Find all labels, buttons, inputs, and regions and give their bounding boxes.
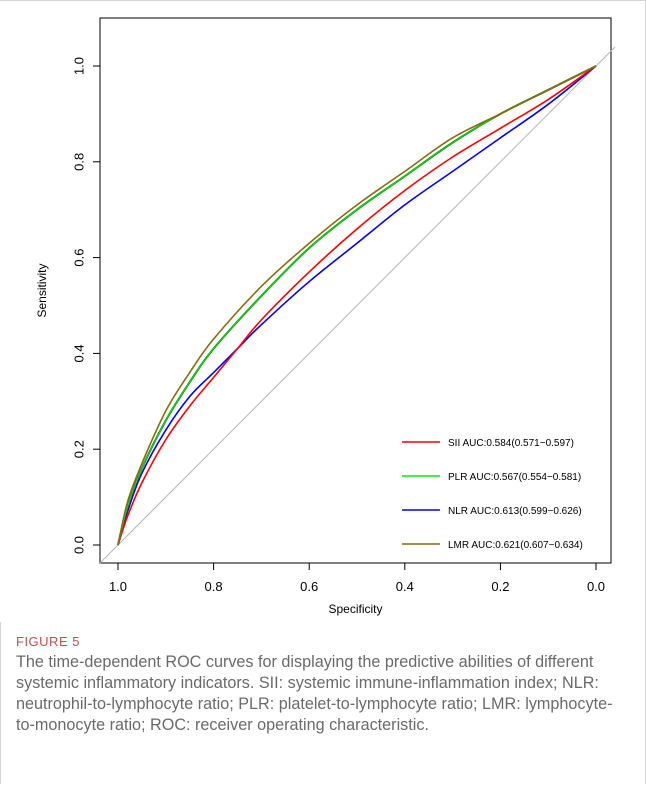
sii-curve: [117, 65, 597, 546]
y-tick-label: 1.0: [71, 57, 86, 75]
roc-chart: 1.0 0.8 0.6 0.4 0.2 0.0 0.0 0.2 0.4 0.6 0.8 1.0 Spec…: [35, 17, 616, 616]
plot-box: [99, 17, 612, 564]
lmr-curve: [117, 65, 597, 546]
y-tick-label: 0.0: [71, 536, 86, 554]
y-tick-label: 0.4: [71, 344, 86, 362]
x-tick-label: 1.0: [109, 579, 127, 594]
legend-label: LMR AUC:0.621(0.607−0.634): [448, 540, 583, 551]
y-tick-label: 0.8: [71, 153, 86, 171]
y-tick-label: 0.2: [71, 440, 86, 458]
caption-divider: [0, 622, 1, 784]
figure-caption: The time-dependent ROC curves for displa…: [16, 653, 613, 734]
legend-label: SII AUC:0.584(0.571−0.597): [448, 438, 574, 449]
roc-chart-svg: 1.0 0.8 0.6 0.4 0.2 0.0 0.0 0.2 0.4 0.6 0.8 1.0 Spec…: [35, 17, 616, 616]
legend-label: NLR AUC:0.613(0.599−0.626): [448, 506, 582, 517]
x-tick-label: 0.6: [300, 579, 318, 594]
y-tick-label: 0.6: [71, 249, 86, 267]
x-tick-label: 0.0: [587, 579, 605, 594]
x-tick-label: 0.2: [491, 579, 509, 594]
figure-label: FIGURE 5: [16, 634, 80, 649]
plot-layer: 1.0 0.8 0.6 0.4 0.2 0.0 0.0 0.2 0.4 0.6 0.8 1.0 Spec…: [35, 17, 616, 616]
y-axis-label: Sensitivity: [35, 263, 49, 317]
nlr-curve: [117, 65, 597, 546]
x-axis-label: Specificity: [328, 602, 382, 616]
reference-diagonal: [98, 46, 616, 565]
legend-label: PLR AUC:0.567(0.554−0.581): [448, 472, 581, 483]
x-tick-label: 0.8: [205, 579, 223, 594]
x-tick-label: 0.4: [396, 579, 414, 594]
